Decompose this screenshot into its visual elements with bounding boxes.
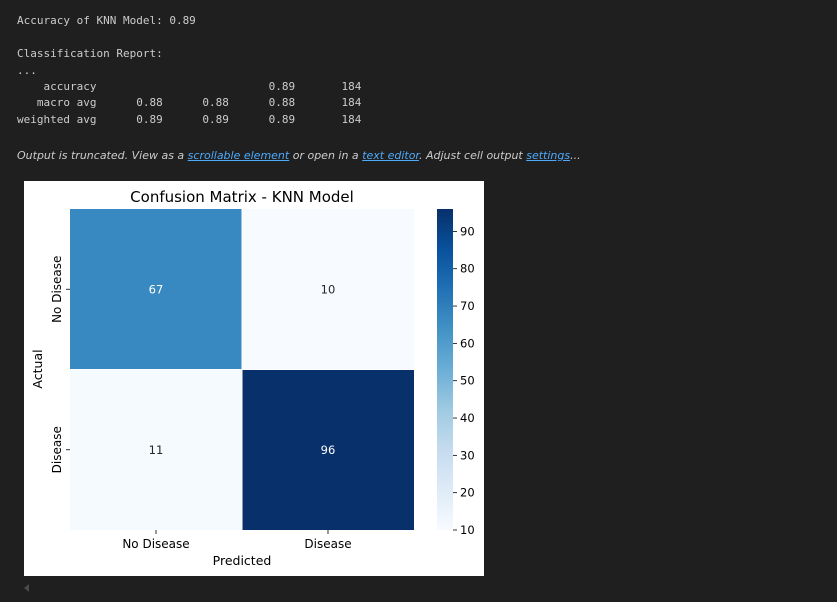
x-axis-label: Predicted <box>213 553 272 568</box>
confusion-matrix-plot: Confusion Matrix - KNN Model 67 10 11 96 No… <box>24 181 484 576</box>
colorbar-tick-label: 40 <box>460 411 475 425</box>
truncation-notice: Output is truncated. View as a scrollabl… <box>17 149 581 162</box>
heatmap-cell <box>70 369 242 530</box>
y-axis-label: Actual <box>30 349 45 388</box>
text-editor-link[interactable]: text editor <box>362 149 419 162</box>
heatmap-cell <box>242 369 414 530</box>
colorbar-tick-label: 50 <box>460 374 475 388</box>
colorbar-tick-label: 20 <box>460 486 475 500</box>
truncation-middle2: . Adjust cell output <box>418 149 527 162</box>
colorbar-tick-label: 10 <box>460 523 475 537</box>
heatmap-cell <box>242 209 414 370</box>
settings-link[interactable]: settings <box>526 149 571 162</box>
colorbar-tick-label: 30 <box>460 448 475 462</box>
truncation-suffix: ... <box>570 149 581 162</box>
truncation-prefix: Output is truncated. View as a <box>17 149 188 162</box>
heatmap-cell <box>70 209 242 370</box>
colorbar-tick-label: 90 <box>460 224 475 238</box>
truncation-middle: or open in a <box>289 149 363 162</box>
accuracy-line: Accuracy of KNN Model: 0.89 <box>17 14 196 27</box>
colorbar-tick-label: 80 <box>460 262 475 276</box>
heatmap-chart: Confusion Matrix - KNN Model 67 10 11 96 No… <box>30 188 475 568</box>
chart-title: Confusion Matrix - KNN Model <box>130 188 354 206</box>
cell-value-label: 67 <box>149 282 164 296</box>
report-row: weighted avg 0.89 0.89 0.89 184 <box>17 113 362 126</box>
colorbar <box>437 209 453 530</box>
y-tick-label: Disease <box>50 426 64 473</box>
cell-value-label: 96 <box>321 443 336 457</box>
report-row: macro avg 0.88 0.88 0.88 184 <box>17 96 362 109</box>
report-row: accuracy 0.89 184 <box>17 80 362 93</box>
cell-value-label: 10 <box>321 282 336 296</box>
cell-value-label: 11 <box>149 443 164 457</box>
scrollable-element-link[interactable]: scrollable element <box>187 149 290 162</box>
x-tick-label: No Disease <box>122 537 189 551</box>
y-tick-label: No Disease <box>50 256 64 323</box>
report-ellipsis: ... <box>17 64 37 77</box>
colorbar-tick-label: 60 <box>460 336 475 350</box>
colorbar-tick-label: 70 <box>460 299 475 313</box>
scroll-left-arrow-icon[interactable] <box>24 584 29 592</box>
report-heading: Classification Report: <box>17 47 163 60</box>
x-tick-label: Disease <box>304 537 351 551</box>
